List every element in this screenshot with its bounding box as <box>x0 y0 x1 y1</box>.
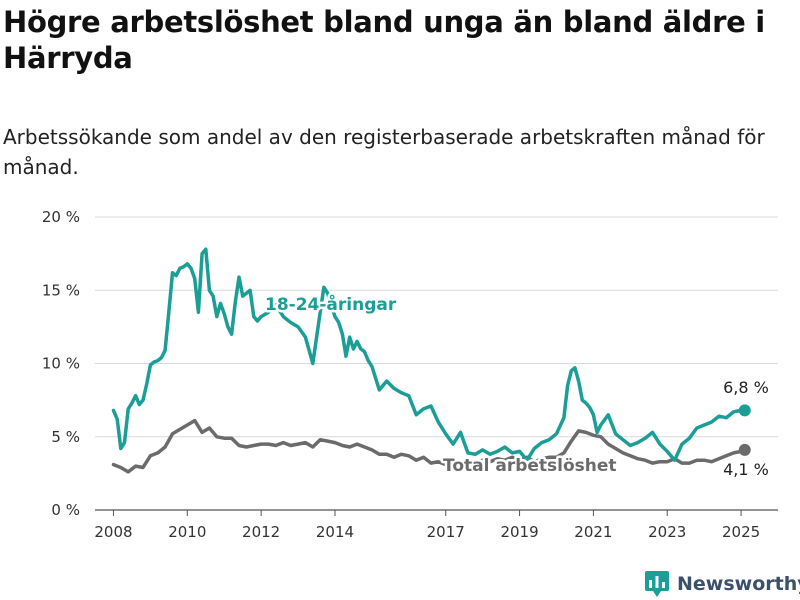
page-subtitle: Arbetssökande som andel av den registerb… <box>3 125 765 179</box>
series-lines <box>111 247 751 474</box>
brand-name: Newsworthy <box>677 573 800 595</box>
x-tick-label: 2017 <box>427 523 465 541</box>
series-endpoint-youth <box>738 404 751 417</box>
newsworthy-logo: Newsworthy <box>645 569 800 599</box>
y-tick-label: 10 % <box>42 355 80 373</box>
bar-chart-icon <box>645 571 669 597</box>
y-axis: 0 % 5 % 10 % 15 % 20 % <box>42 208 80 519</box>
x-tick-label: 2012 <box>242 523 280 541</box>
end-label-total: 4,1 % <box>723 460 769 479</box>
x-axis: 2008 2010 2012 2014 2017 2019 2021 2023 2025 <box>94 510 760 541</box>
x-tick-label: 2008 <box>94 523 132 541</box>
x-tick-label: 2014 <box>316 523 354 541</box>
end-label-youth: 6,8 % <box>723 378 769 397</box>
x-tick-label: 2019 <box>500 523 538 541</box>
series-line-youth <box>111 247 747 462</box>
x-tick-label: 2010 <box>168 523 206 541</box>
gridlines <box>95 216 778 511</box>
y-tick-label: 0 % <box>51 501 80 519</box>
x-tick-label: 2023 <box>648 523 686 541</box>
page-title: Högre arbetslöshet bland unga än bland ä… <box>3 5 765 75</box>
y-tick-label: 15 % <box>42 281 80 299</box>
y-tick-label: 5 % <box>51 428 80 446</box>
series-name-total-text: Total arbetslöshet <box>443 456 617 476</box>
series-name-youth-halo: 18-24-åringar <box>265 293 397 315</box>
y-tick-label: 20 % <box>42 208 80 226</box>
series-endpoint-total <box>738 443 751 456</box>
x-tick-label: 2025 <box>722 523 760 541</box>
x-tick-label: 2021 <box>574 523 612 541</box>
series-line-total <box>111 418 747 474</box>
series-name-total-halo: Total arbetslöshet <box>443 456 617 476</box>
series-name-youth-text: 18-24-åringar <box>265 293 397 315</box>
